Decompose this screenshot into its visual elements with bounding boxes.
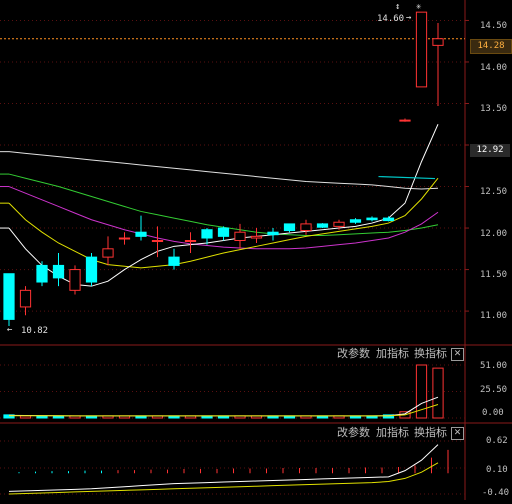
price-tick: 11.00 <box>480 311 508 321</box>
volume-edit-params-button[interactable]: 改参数 <box>337 347 370 360</box>
candle-body <box>283 223 296 232</box>
candle-body <box>250 235 263 239</box>
candle-body <box>432 38 444 46</box>
volume-bar <box>19 415 32 419</box>
macd-edit-params-button[interactable]: 改参数 <box>337 426 370 439</box>
macd-tick: -0.40 <box>482 488 510 498</box>
marker-asterisk-icon: ✳ <box>416 2 422 12</box>
candle-body <box>118 237 131 240</box>
candle-body <box>201 229 213 239</box>
current-price-tag: 14.28 <box>470 39 512 54</box>
volume-switch-indicator-button[interactable]: 换指标 <box>414 347 447 360</box>
low-arrow-icon: ← <box>7 325 13 335</box>
candle-body <box>85 256 98 283</box>
candle-body <box>349 219 362 223</box>
volume-add-indicator-button[interactable]: 加指标 <box>376 347 409 360</box>
macd-add-indicator-button[interactable]: 加指标 <box>376 426 409 439</box>
volume-bar <box>415 364 428 419</box>
macd-dif-line <box>8 444 439 492</box>
moving-average-line <box>8 151 439 190</box>
moving-average-line <box>8 177 439 269</box>
candle-body <box>415 11 428 88</box>
candle-body <box>399 119 411 122</box>
price-tick: 13.50 <box>480 104 508 114</box>
candle-body <box>135 231 147 237</box>
volume-bar <box>36 415 48 419</box>
last-close-tag: 12.92 <box>470 144 510 157</box>
candle-body <box>19 289 32 308</box>
candle-body <box>168 256 180 266</box>
macd-tick: 0.10 <box>486 465 508 475</box>
candle-body <box>382 217 395 222</box>
candle-body <box>366 217 378 221</box>
macd-close-icon[interactable]: ✕ <box>451 427 464 440</box>
volume-ma-line <box>9 404 439 417</box>
volume-ma-line <box>8 396 439 417</box>
reference-line <box>378 175 436 180</box>
marker-updown-icon: ↕ <box>395 2 401 12</box>
macd-tick: 0.62 <box>486 436 508 446</box>
candle-body <box>151 240 164 243</box>
candle-body <box>217 227 230 237</box>
price-tick: 12.00 <box>480 229 508 239</box>
moving-average-line <box>8 124 439 287</box>
volume-bar <box>432 367 444 419</box>
candle-body <box>36 264 48 283</box>
candle-body <box>316 223 329 228</box>
volume-tick: 25.50 <box>480 385 508 395</box>
volume-bar <box>382 414 395 419</box>
macd-switch-indicator-button[interactable]: 换指标 <box>414 426 447 439</box>
candle-body <box>234 231 246 242</box>
price-tick: 14.50 <box>480 21 508 31</box>
price-tick: 14.00 <box>480 63 508 73</box>
candle-body <box>184 240 197 243</box>
macd-dea-line <box>8 462 439 495</box>
candle-body <box>267 231 279 236</box>
moving-average-line <box>8 186 439 250</box>
candle-body <box>333 221 345 227</box>
candle-body <box>102 248 114 258</box>
candle-body <box>300 223 312 232</box>
volume-tick: 0.00 <box>482 408 504 418</box>
volume-bar <box>3 414 15 419</box>
high-arrow-icon: → <box>406 13 412 23</box>
candle-body <box>3 273 15 320</box>
candle-body <box>52 264 65 279</box>
volume-tick: 51.00 <box>480 361 508 371</box>
low-annotation: 10.82 <box>21 326 49 336</box>
volume-close-icon[interactable]: ✕ <box>451 348 464 361</box>
price-tick: 11.50 <box>480 270 508 280</box>
candle-body <box>69 269 81 291</box>
price-tick: 12.50 <box>480 187 508 197</box>
high-annotation: 14.60 <box>377 14 405 24</box>
